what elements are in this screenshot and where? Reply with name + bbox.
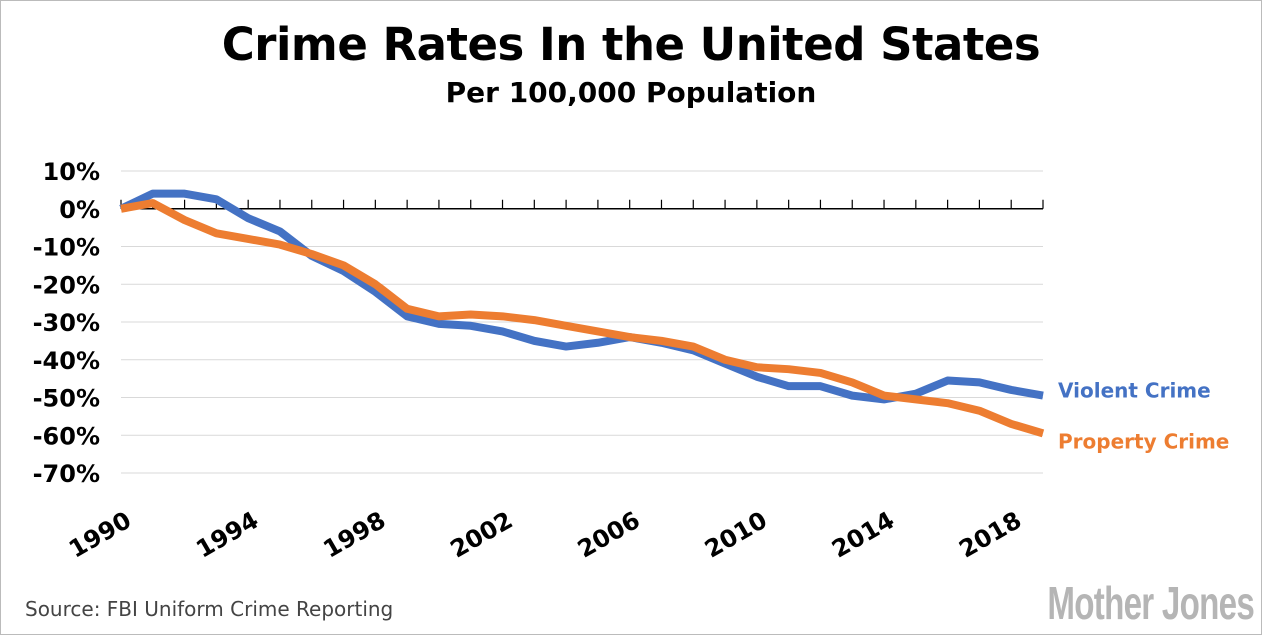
x-tick-label: 2010 <box>700 506 772 564</box>
source-note: Source: FBI Uniform Crime Reporting <box>25 597 394 621</box>
x-tick-label: 2002 <box>446 506 518 564</box>
y-tick-label: -20% <box>33 271 100 299</box>
series-label: Violent Crime <box>1058 379 1211 403</box>
y-tick-label: -70% <box>33 460 100 488</box>
series-line-violent-crime <box>119 189 1044 404</box>
y-tick-label: 10% <box>43 158 100 186</box>
x-tick-label: 1990 <box>64 506 136 564</box>
x-tick-label: 2018 <box>954 506 1026 564</box>
x-tick-label: 2006 <box>573 506 645 564</box>
x-tick-label: 1994 <box>191 506 263 564</box>
y-tick-label: -60% <box>33 422 100 450</box>
y-tick-label: -30% <box>33 309 100 337</box>
series-line-property-crime <box>120 199 1045 438</box>
y-tick-label: -50% <box>33 385 100 413</box>
y-tick-label: 0% <box>59 196 100 224</box>
mother-jones-logo: Mother Jones <box>1047 577 1254 629</box>
series-label: Property Crime <box>1058 429 1229 453</box>
x-tick-label: 2014 <box>827 506 899 564</box>
y-tick-label: -40% <box>33 347 100 375</box>
chart-title: Crime Rates In the United States <box>221 18 1041 71</box>
x-tick-label: 1998 <box>318 506 390 564</box>
chart-subtitle: Per 100,000 Population <box>445 76 817 109</box>
y-tick-label: -10% <box>33 234 100 262</box>
